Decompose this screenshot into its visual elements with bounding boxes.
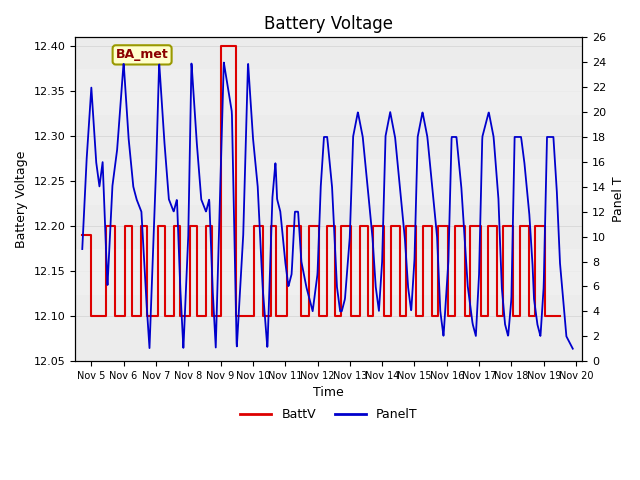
Bar (75, 37, 582, 361)
Y-axis label: Battery Voltage: Battery Voltage (15, 151, 28, 248)
Legend: BattV, PanelT: BattV, PanelT (235, 403, 422, 426)
Y-axis label: Panel T: Panel T (612, 177, 625, 222)
Bar (75, 69, 582, 114)
Title: Battery Voltage: Battery Voltage (264, 15, 394, 33)
Bar (75, 159, 582, 204)
Text: BA_met: BA_met (116, 48, 168, 61)
Bar (75, 249, 582, 294)
X-axis label: Time: Time (314, 386, 344, 399)
